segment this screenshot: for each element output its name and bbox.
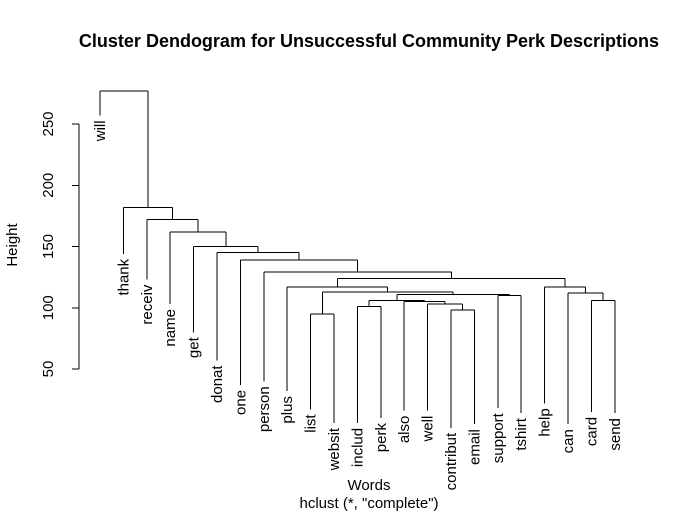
leaf-label-receiv: receiv [139,284,156,325]
x-axis-title: Words [347,477,390,494]
leaf-label-donat: donat [209,365,226,403]
leaf-label-card: card [583,417,600,446]
leaf-label-can: can [560,429,577,453]
leaf-label-includ: includ [349,428,366,467]
leaf-label-email: email [466,429,483,465]
leaf-label-send: send [607,418,624,451]
leaf-label-also: also [396,416,413,444]
leaf-label-tshirt: tshirt [513,417,530,450]
leaf-label-name: name [162,309,179,347]
y-tick-label: 100 [40,295,57,320]
leaf-label-help: help [537,408,554,436]
chart-title: Cluster Dendogram for Unsuccessful Commu… [79,31,659,51]
leaf-label-plus: plus [279,396,296,424]
y-tick-label: 250 [40,111,57,136]
y-tick-label: 50 [40,361,57,378]
leaf-label-person: person [256,386,273,432]
leaf-label-contribut: contribut [443,432,460,490]
leaf-label-get: get [186,336,203,358]
leaf-label-websit: websit [326,427,343,471]
y-tick-label: 150 [40,234,57,259]
dendrogram-tree [99,90,616,428]
leaf-label-thank: thank [115,258,132,295]
leaf-label-one: one [232,390,249,415]
x-axis-subtitle: hclust (*, "complete") [299,495,438,512]
leaf-label-well: well [420,416,437,443]
y-axis: 50 100 150 200 250 [40,111,80,378]
y-tick-label: 200 [40,173,57,198]
leaf-label-list: list [303,414,320,433]
leaf-label-will: will [92,120,109,142]
leaf-label-support: support [490,412,507,463]
leaf-label-perk: perk [373,423,390,453]
y-axis-title: Height [4,222,21,266]
